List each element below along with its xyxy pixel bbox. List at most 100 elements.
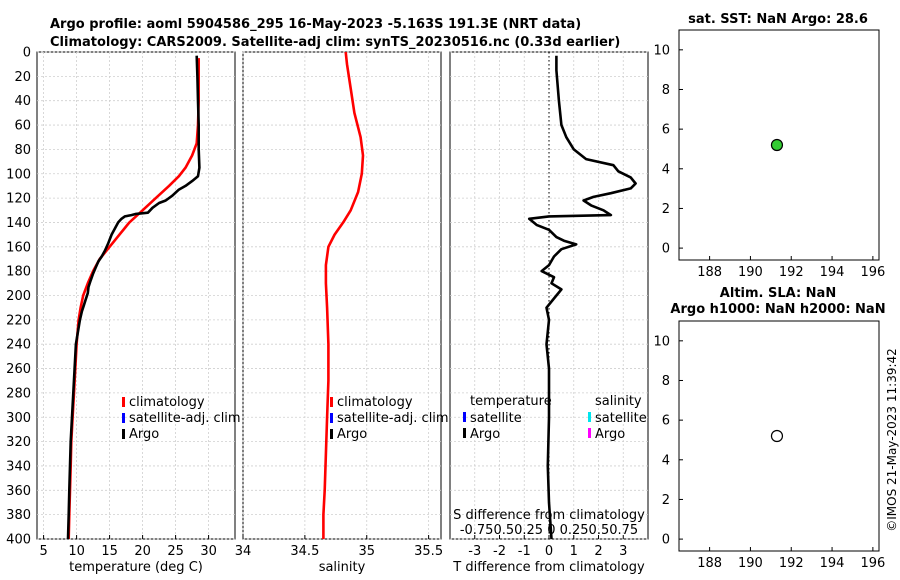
salinity-legend: climatology satellite-adj. clim Argo xyxy=(330,395,449,442)
sla-title2: Argo h1000: NaN h2000: NaN xyxy=(670,302,885,317)
sla-data-point xyxy=(770,429,784,443)
y-tick-label: 120 xyxy=(6,192,31,207)
imos-timestamp: ©IMOS 21-May-2023 11:39:42 xyxy=(885,348,899,532)
salinity-series-climatology xyxy=(322,51,365,539)
temperature-lines xyxy=(66,55,201,540)
legend-group-salinity: salinity xyxy=(595,394,642,409)
y-tick-label: 80 xyxy=(14,143,31,158)
sla-points xyxy=(770,429,784,443)
y-tick-label: 2 xyxy=(662,493,670,508)
y-tick-label: 10 xyxy=(653,334,670,349)
legend-swatch-argo xyxy=(330,429,333,439)
header-line1: Argo profile: aoml 5904586_295 16-May-20… xyxy=(50,17,581,32)
y-tick-label: 4 xyxy=(662,162,670,177)
legend-swatch-argo xyxy=(122,429,125,439)
y-tick-label: 280 xyxy=(6,386,31,401)
legend-label-argo: Argo xyxy=(129,427,159,442)
temperature-panel: 0 20 40 60 80 100 120 140 160 180 200 220 240 260 280 3… xyxy=(6,46,240,576)
sla-panel: Altim. SLA: NaN Argo h1000: NaN h2000: N… xyxy=(653,286,885,571)
x-tick-label: 10 xyxy=(68,544,85,559)
legend-swatch-temp-argo xyxy=(463,428,466,438)
difference-panel: -3 -2 -1 0 1 2 3 T difference from climatology… xyxy=(449,51,649,575)
difference-lines xyxy=(527,55,637,540)
salinity-lines xyxy=(322,51,365,539)
x-tick-label: 194 xyxy=(820,265,845,280)
x-tick-label: 25 xyxy=(167,544,184,559)
y-tick-label: 4 xyxy=(662,453,670,468)
legend-swatch-climatology xyxy=(122,397,125,407)
y-tick-label: 100 xyxy=(6,167,31,182)
x-tick-label: 35.5 xyxy=(414,544,443,559)
y-tick-label: 180 xyxy=(6,265,31,280)
x-tick-label: 188 xyxy=(697,556,722,571)
y-tick-label: 380 xyxy=(6,508,31,523)
legend-swatch-satellite xyxy=(122,413,125,423)
sst-data-point xyxy=(770,138,784,152)
x-tick-label: -2 xyxy=(493,544,506,559)
salinity-tick-labels: 34 34.5 35 35.5 xyxy=(235,535,443,559)
x-tick-label: 3 xyxy=(619,544,627,559)
x-tick-label: 190 xyxy=(738,556,763,571)
x-tick-label: 20 xyxy=(134,544,151,559)
x-tick-label: 34 xyxy=(235,544,252,559)
y-tick-label: 300 xyxy=(6,411,31,426)
y-tick-label: 20 xyxy=(14,70,31,85)
y-tick-label: 10 xyxy=(653,43,670,58)
sst-panel: sat. SST: NaN Argo: 28.6 188 190 192 194 196… xyxy=(653,12,885,280)
x-tick-label: 192 xyxy=(779,265,804,280)
x-tick-label: 2 xyxy=(594,544,602,559)
sla-tick-labels: 188 190 192 194 196 0 2 4 6 8 10 xyxy=(653,334,885,571)
legend-swatch-satellite xyxy=(330,413,333,423)
salinity-grid xyxy=(242,51,441,540)
legend-swatch-climatology xyxy=(330,397,333,407)
legend-group-temperature: temperature xyxy=(470,394,552,409)
temperature-grid xyxy=(37,51,235,540)
temperature-series-argo xyxy=(66,55,201,540)
y-tick-label: 0 xyxy=(662,242,670,257)
legend-label-satellite: satellite-adj. clim xyxy=(129,411,241,426)
y-tick-label: 140 xyxy=(6,216,31,231)
depth-tick-labels: 0 20 40 60 80 100 120 140 160 180 200 220 240 260 280 3… xyxy=(6,46,31,548)
x-tick-label: 0 xyxy=(545,544,553,559)
x-tick-label: 30 xyxy=(200,544,217,559)
y-tick-label: 0 xyxy=(23,46,31,61)
x-tick-label: 5 xyxy=(39,544,47,559)
x-tick-label: 194 xyxy=(820,556,845,571)
difference-top-label: S difference from climatology xyxy=(453,508,645,523)
salinity-xlabel: salinity xyxy=(319,560,366,575)
x-tick-label: 190 xyxy=(738,265,763,280)
y-tick-label: 400 xyxy=(6,533,31,548)
y-tick-label: 60 xyxy=(14,119,31,134)
x-tick-label: 192 xyxy=(779,556,804,571)
y-tick-label: 6 xyxy=(662,414,670,429)
y-tick-label: 2 xyxy=(662,202,670,217)
legend-label-sal-satellite: satellite xyxy=(595,411,647,426)
x-tick-label: 15 xyxy=(101,544,118,559)
header-line2: Climatology: CARS2009. Satellite-adj cli… xyxy=(50,35,620,50)
legend-label-climatology: climatology xyxy=(337,395,413,410)
difference-tick-labels: -3 -2 -1 0 1 2 3 xyxy=(468,535,627,559)
sst-tick-labels: 188 190 192 194 196 0 2 4 6 8 10 xyxy=(653,43,885,280)
x-tick-label: 35 xyxy=(358,544,375,559)
x-tick-label: -3 xyxy=(468,544,481,559)
x-tick-label: 34.5 xyxy=(290,544,319,559)
difference-series-argo-t-difference xyxy=(527,55,637,540)
y-tick-label: 320 xyxy=(6,435,31,450)
y-tick-label: 260 xyxy=(6,362,31,377)
legend-label-satellite: satellite-adj. clim xyxy=(337,411,449,426)
temperature-tick-labels: 5 10 15 20 25 30 xyxy=(39,535,217,559)
sla-title: Altim. SLA: NaN xyxy=(720,286,836,301)
sst-title: sat. SST: NaN Argo: 28.6 xyxy=(688,12,868,27)
y-tick-label: 220 xyxy=(6,313,31,328)
sst-points xyxy=(770,138,784,152)
difference-legend: temperature salinity satellite Argo sate… xyxy=(463,394,647,442)
legend-label-temp-argo: Argo xyxy=(470,427,500,442)
temperature-legend: climatology satellite-adj. clim Argo xyxy=(122,395,241,442)
y-tick-label: 6 xyxy=(662,123,670,138)
legend-label-temp-satellite: satellite xyxy=(470,411,522,426)
legend-label-argo: Argo xyxy=(337,427,367,442)
difference-xlabel: T difference from climatology xyxy=(452,560,645,575)
y-tick-label: 200 xyxy=(6,289,31,304)
y-tick-label: 8 xyxy=(662,83,670,98)
y-tick-label: 240 xyxy=(6,338,31,353)
